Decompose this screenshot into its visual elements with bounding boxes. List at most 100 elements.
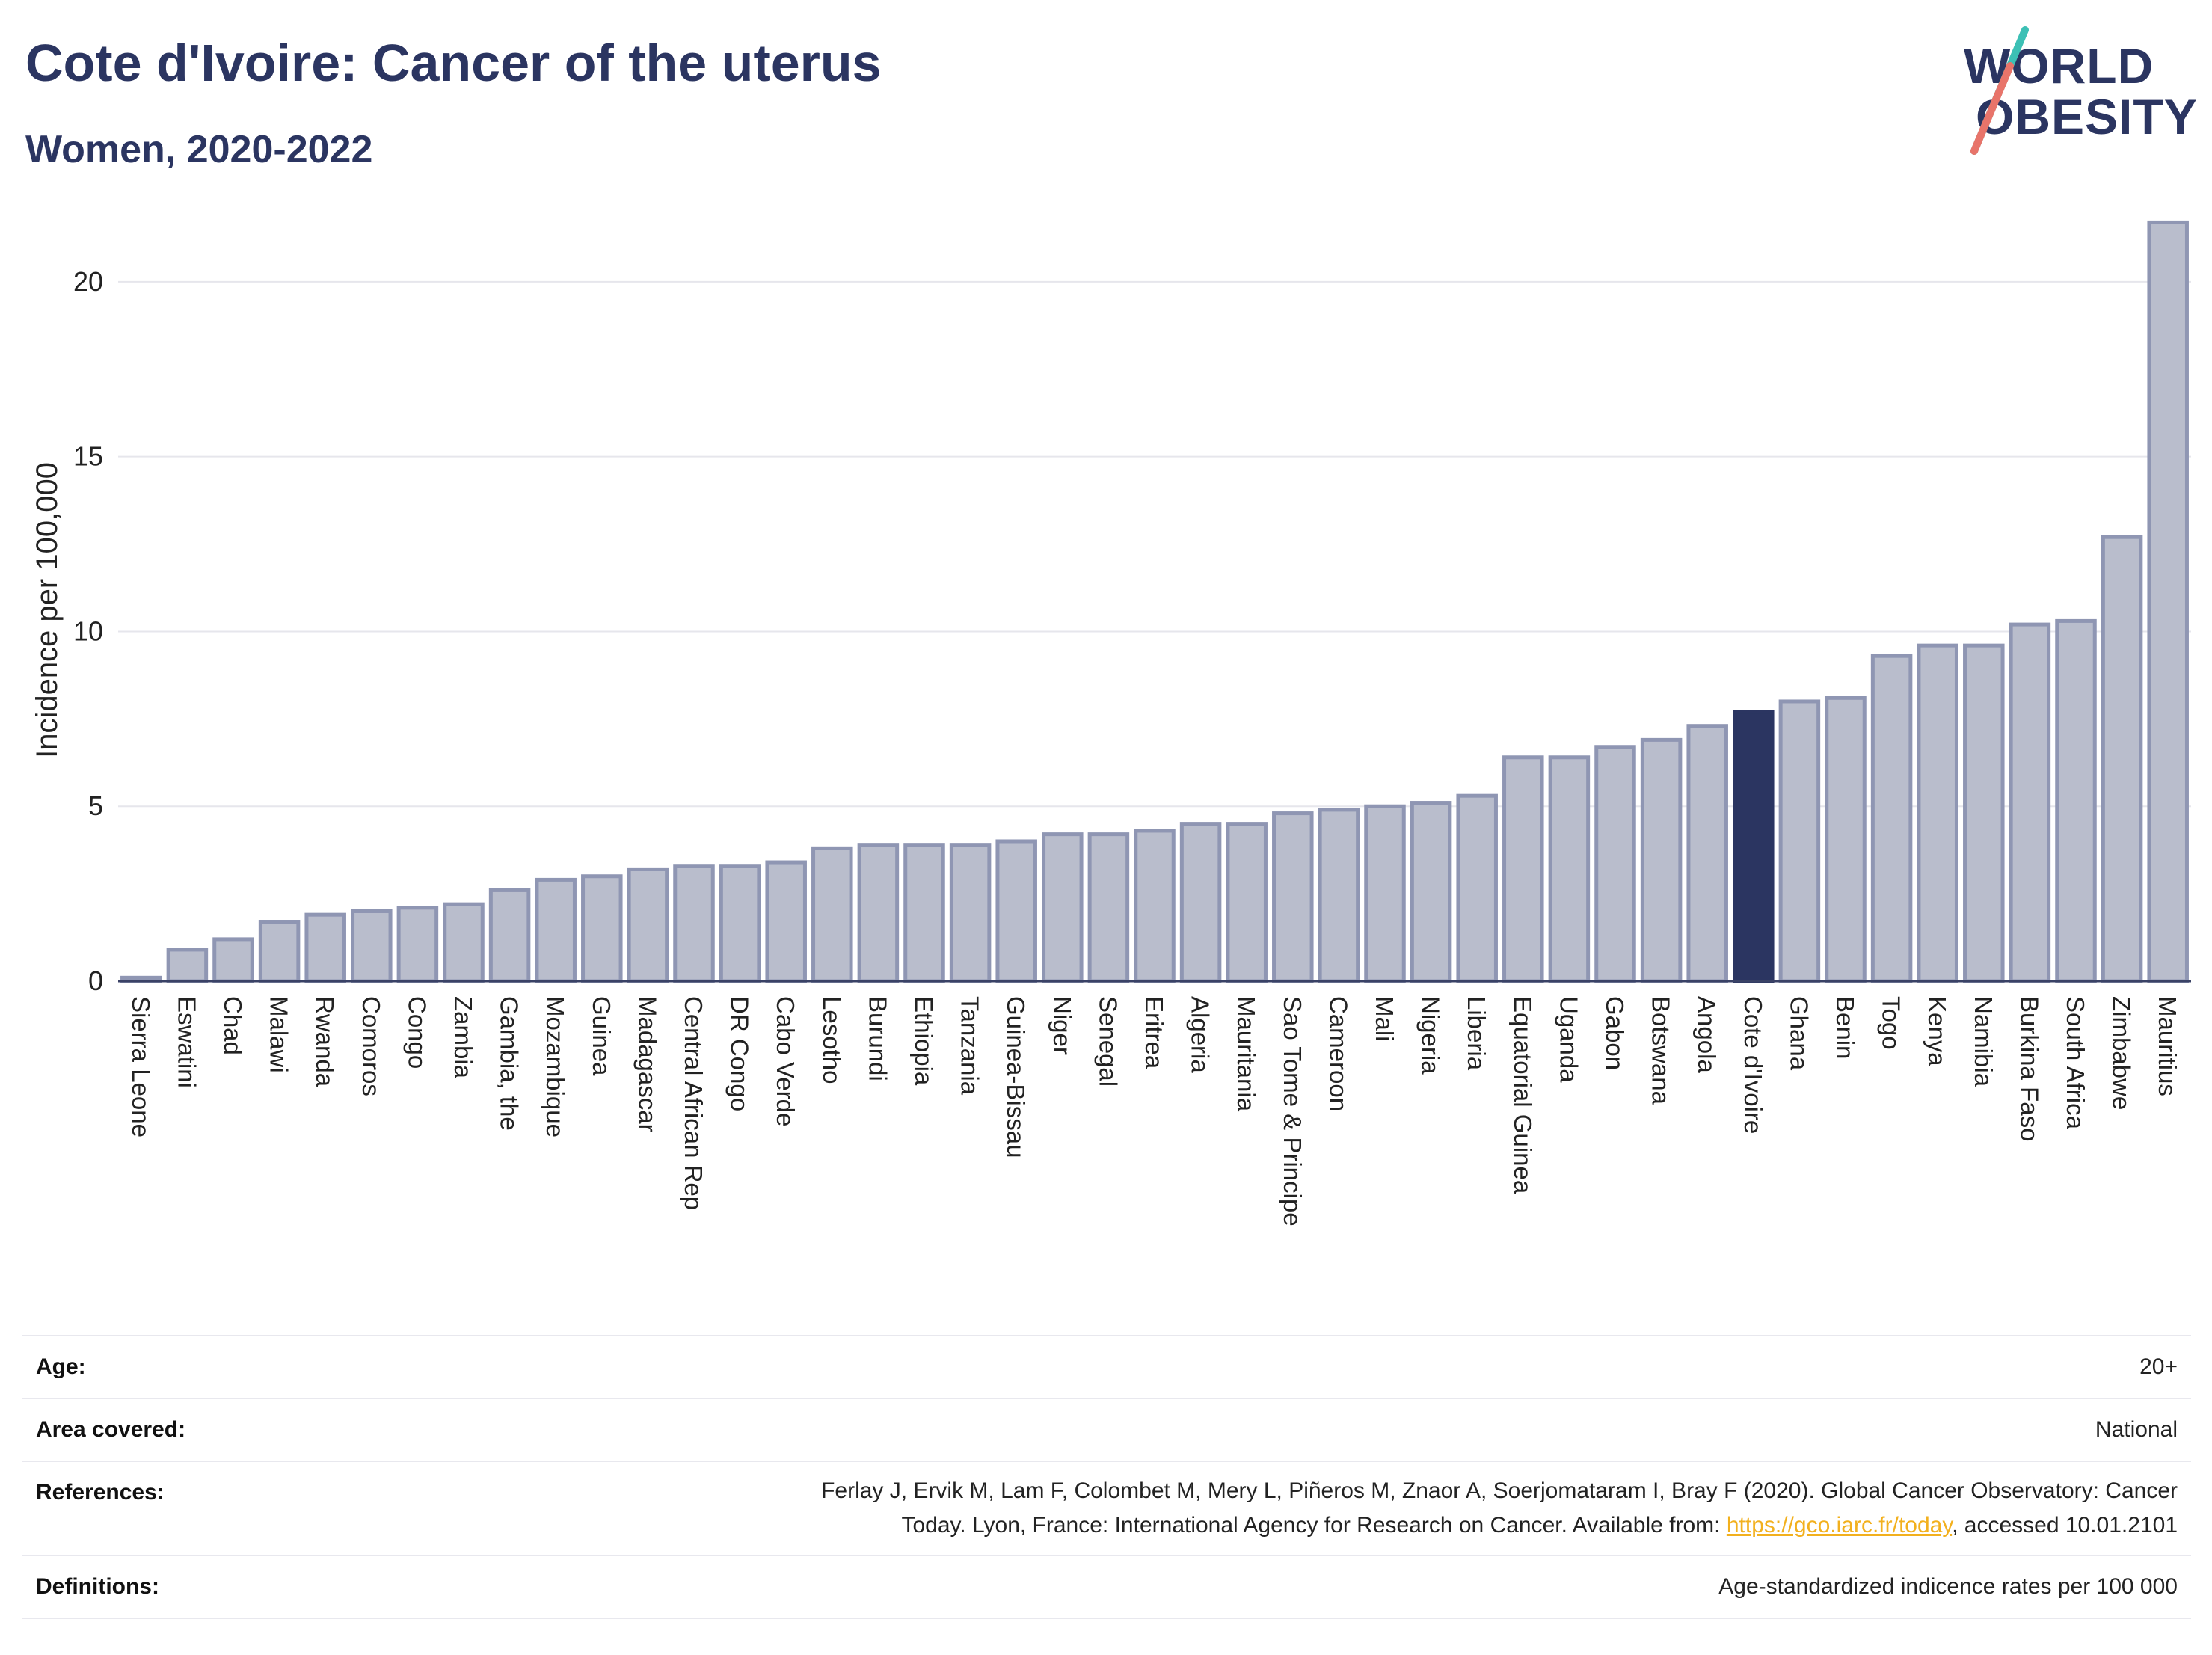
bar-mauritania xyxy=(1226,822,1268,983)
x-tick-label: Central African Rep xyxy=(680,996,707,1210)
x-tick-label: Tanzania xyxy=(956,996,984,1096)
x-tick-label: Malawi xyxy=(265,996,293,1073)
meta-refs-value: Ferlay J, Ervik M, Lam F, Colombet M, Me… xyxy=(821,1474,2178,1543)
meta-area-value: National xyxy=(2095,1417,2178,1442)
x-tick-label: Lesotho xyxy=(818,996,846,1084)
meta-row-references: References: Ferlay J, Ervik M, Lam F, Co… xyxy=(22,1461,2191,1555)
y-tick-label: 5 xyxy=(88,790,103,821)
bar-liberia xyxy=(1456,793,1498,983)
x-tick-label: Botswana xyxy=(1647,996,1675,1105)
x-tick-label: Equatorial Guinea xyxy=(1509,996,1537,1194)
y-axis-label: Incidence per 100,000 xyxy=(31,462,64,758)
bar-equatorial-guinea xyxy=(1502,755,1544,983)
x-tick-label: Ghana xyxy=(1785,996,1813,1071)
x-tick-label: Congo xyxy=(403,996,431,1069)
x-tick-label: Guinea xyxy=(588,996,615,1076)
bar-uganda xyxy=(1548,755,1591,983)
logo-slash-icon xyxy=(1970,26,2029,155)
bar-gambia-the xyxy=(488,888,531,983)
meta-refs-line-2-post: , accessed 10.01.2101 xyxy=(1952,1513,2178,1538)
bar-burkina-faso xyxy=(2009,622,2051,983)
x-tick-label: Benin xyxy=(1831,996,1859,1059)
x-tick-label: Kenya xyxy=(1923,996,1951,1066)
bar-lesotho xyxy=(811,846,853,983)
bar-ethiopia xyxy=(903,843,945,983)
x-tick-label: Eswatini xyxy=(173,996,200,1088)
bar-cameroon xyxy=(1318,808,1360,983)
bar-ghana xyxy=(1778,699,1821,983)
bar-cote-d-ivoire xyxy=(1733,710,1775,983)
bar-mozambique xyxy=(535,877,577,983)
x-tick-label: Ethiopia xyxy=(910,996,938,1086)
y-tick-label: 20 xyxy=(73,266,103,297)
bar-chart: 0 5 10 15 20 Incidence per 100,000 Sierra Leon… xyxy=(31,220,2191,1226)
x-tick-label: Mauritania xyxy=(1232,996,1260,1112)
bar-kenya xyxy=(1917,643,1958,983)
x-tick-label: Mali xyxy=(1371,996,1398,1042)
x-tick-label: Mozambique xyxy=(541,996,569,1137)
meta-refs-line-1: Ferlay J, Ervik M, Lam F, Colombet M, Me… xyxy=(821,1479,2178,1503)
x-tick-label: Chad xyxy=(219,996,247,1055)
bar-comoros xyxy=(351,909,393,983)
y-tick-label: 0 xyxy=(88,965,103,996)
bar-eritrea xyxy=(1134,829,1176,983)
x-tick-label: DR Congo xyxy=(726,996,754,1111)
bar-benin xyxy=(1825,696,1867,983)
meta-defs-value: Age-standardized indicence rates per 100… xyxy=(1718,1574,2178,1599)
bar-togo xyxy=(1870,654,1913,983)
bar-cabo-verde xyxy=(765,860,807,983)
x-tick-label: Cabo Verde xyxy=(772,996,799,1126)
bar-angola xyxy=(1686,724,1728,983)
x-tick-label: Guinea-Bissau xyxy=(1002,996,1030,1158)
x-tick-label: Madagascar xyxy=(633,996,661,1132)
x-tick-label: Angola xyxy=(1693,996,1721,1073)
bar-south-africa xyxy=(2055,618,2097,983)
x-tick-label: Uganda xyxy=(1555,996,1582,1083)
bar-guinea xyxy=(581,874,623,983)
bar-botswana xyxy=(1640,737,1683,983)
x-tick-label: Eritrea xyxy=(1140,996,1168,1069)
bar-central-african-rep xyxy=(673,864,715,983)
x-tick-label: Mauritius xyxy=(2154,996,2181,1096)
x-tick-label: Rwanda xyxy=(311,996,339,1087)
meta-refs-line-2-pre: Today. Lyon, France: International Agenc… xyxy=(901,1513,1727,1538)
bar-gabon xyxy=(1594,745,1636,983)
metadata-table: Age: 20+ Area covered: National Referenc… xyxy=(22,1335,2191,1619)
x-tick-label: Nigeria xyxy=(1417,996,1445,1075)
x-tick-label: Niger xyxy=(1048,996,1076,1055)
meta-age-label: Age: xyxy=(36,1354,86,1379)
y-tick-label: 10 xyxy=(73,615,103,646)
chart-subtitle: Women, 2020-2022 xyxy=(25,128,373,171)
world-obesity-logo: WORLD OBESITY xyxy=(1944,22,2199,165)
bar-algeria xyxy=(1179,822,1222,983)
meta-age-value: 20+ xyxy=(2139,1354,2178,1379)
bar-dr-congo xyxy=(719,864,761,983)
bar-congo xyxy=(396,906,439,983)
bar-madagascar xyxy=(627,867,669,983)
bar-mauritius xyxy=(2147,220,2189,983)
x-tick-label: Zimbabwe xyxy=(2108,996,2136,1110)
x-tick-label: Burkina Faso xyxy=(2015,996,2043,1141)
bar-tanzania xyxy=(949,843,992,983)
x-tick-label: Algeria xyxy=(1187,996,1214,1073)
x-tick-label: Gabon xyxy=(1601,996,1629,1070)
logo-line-1: WORLD xyxy=(1964,38,2154,93)
gco-link[interactable]: https://gco.iarc.fr/today xyxy=(1726,1513,1953,1538)
x-tick-label: Senegal xyxy=(1094,996,1122,1087)
x-tick-label: Namibia xyxy=(1970,996,1997,1087)
x-tick-label: Burundi xyxy=(864,996,891,1081)
x-tick-label: Cameroon xyxy=(1324,996,1352,1111)
x-tick-label: Liberia xyxy=(1463,996,1490,1071)
x-tick-label: Comoros xyxy=(357,996,385,1096)
x-tick-label: Cote d'Ivoire xyxy=(1739,996,1767,1134)
y-tick-label: 15 xyxy=(73,441,103,472)
bar-sao-tome-principe xyxy=(1272,811,1314,983)
meta-defs-label: Definitions: xyxy=(36,1574,159,1599)
chart-title: Cote d'Ivoire: Cancer of the uterus xyxy=(25,34,882,92)
logo-line-2: OBESITY xyxy=(1976,89,2198,144)
x-tick-label: Sierra Leone xyxy=(127,996,155,1137)
bar-guinea-bissau xyxy=(995,839,1037,983)
bar-chad xyxy=(212,937,254,983)
bar-niger xyxy=(1042,832,1084,983)
bar-mali xyxy=(1364,804,1406,983)
